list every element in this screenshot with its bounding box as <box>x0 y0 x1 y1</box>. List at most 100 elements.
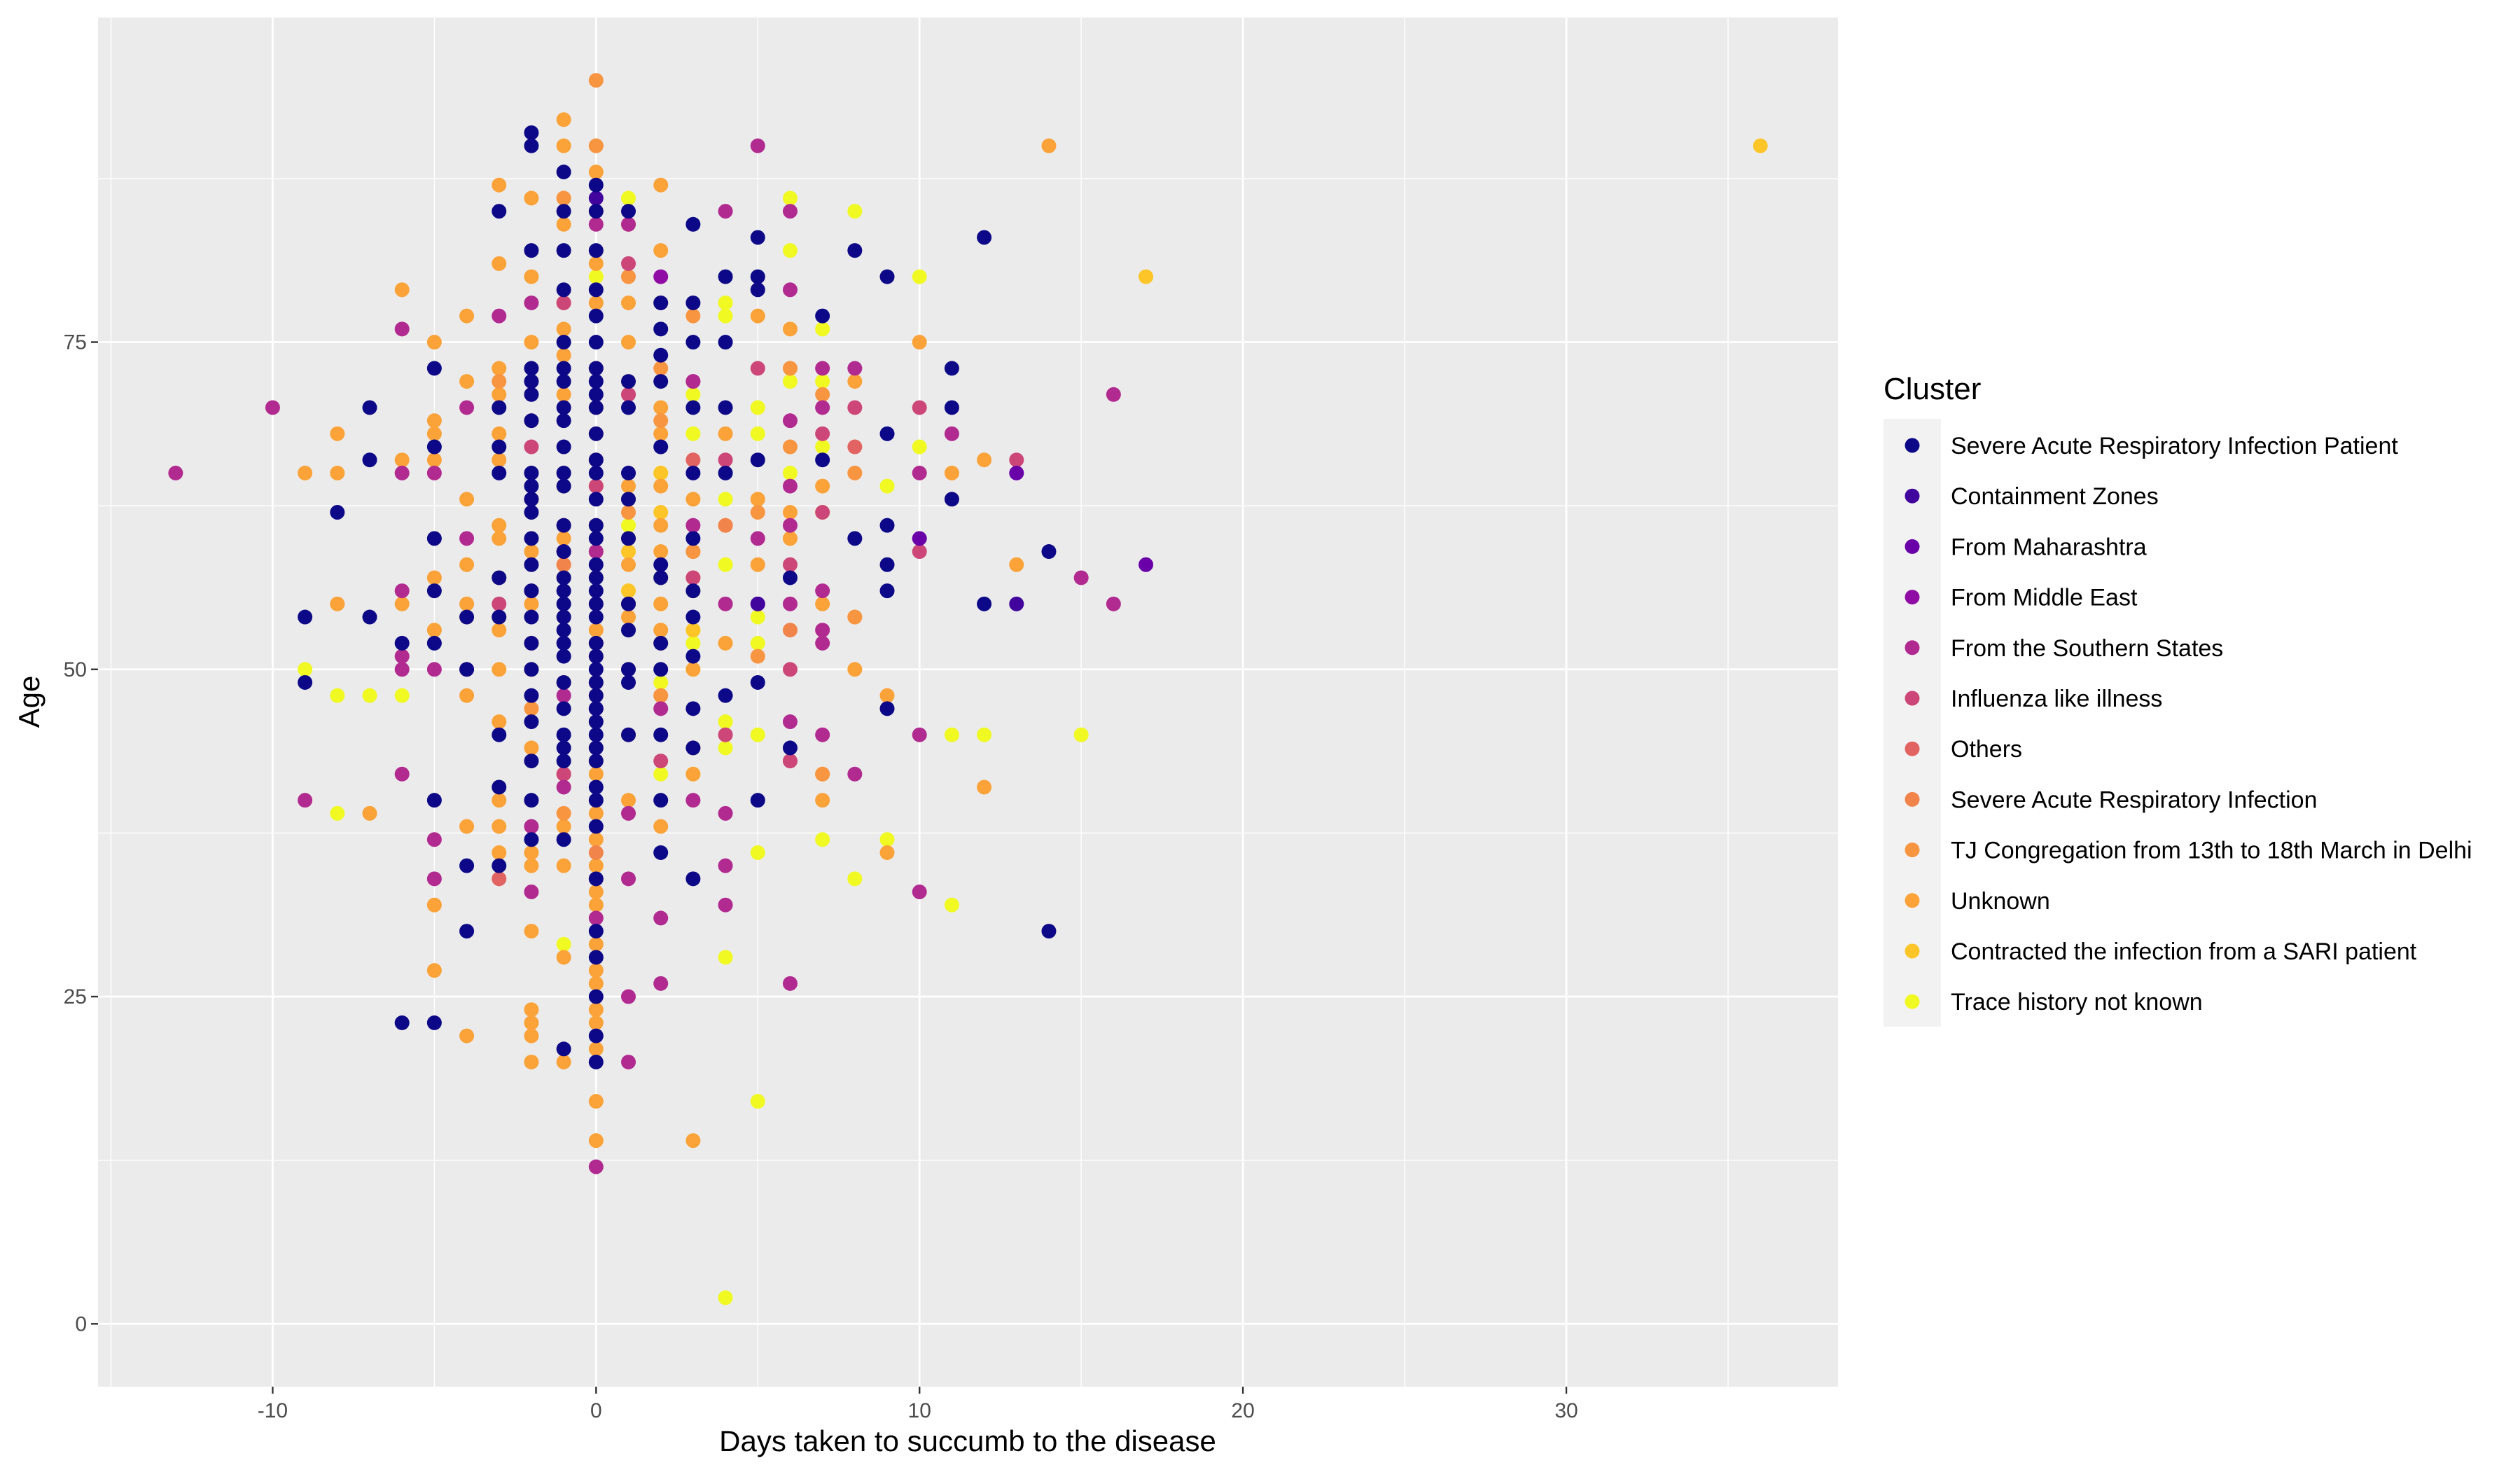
data-point <box>1009 557 1024 572</box>
data-point <box>685 465 701 480</box>
data-point <box>330 504 345 520</box>
data-point <box>685 701 701 716</box>
data-point <box>588 805 604 821</box>
series-5 <box>168 138 1121 1174</box>
data-point <box>1041 924 1057 939</box>
data-point <box>750 609 765 625</box>
data-point <box>685 662 701 677</box>
data-point <box>750 1094 765 1109</box>
data-point <box>815 374 830 389</box>
data-point <box>621 295 636 310</box>
data-point <box>492 727 507 742</box>
data-point <box>653 570 669 585</box>
data-point <box>750 361 765 376</box>
y-tick-label: 75 <box>64 331 87 354</box>
data-point <box>588 426 604 441</box>
data-point <box>847 531 863 546</box>
data-point <box>588 910 604 926</box>
data-point <box>685 570 701 585</box>
data-point <box>750 400 765 415</box>
data-point <box>750 269 765 284</box>
data-point <box>879 583 895 599</box>
data-point <box>394 321 410 337</box>
data-point <box>815 400 830 415</box>
data-point <box>653 596 669 611</box>
data-point <box>524 924 539 939</box>
data-point <box>847 439 863 455</box>
data-point <box>944 727 959 742</box>
data-point <box>847 465 863 480</box>
data-point <box>621 504 636 520</box>
data-point <box>588 138 604 153</box>
data-point <box>718 492 733 507</box>
data-point <box>588 701 604 716</box>
legend-label: From Middle East <box>1951 585 2138 611</box>
data-point <box>944 400 959 415</box>
legend-key <box>1905 893 1920 908</box>
data-point <box>944 426 959 441</box>
data-point <box>621 871 636 887</box>
data-point <box>556 609 571 625</box>
plot-panel <box>98 18 1838 1387</box>
data-point <box>426 832 442 847</box>
data-point <box>815 793 830 808</box>
data-point <box>685 766 701 782</box>
x-tick-label: 30 <box>1554 1399 1578 1422</box>
data-point <box>588 976 604 991</box>
data-point <box>653 439 669 455</box>
x-tick-label: 10 <box>908 1399 931 1422</box>
data-point <box>750 557 765 572</box>
data-point <box>426 871 442 887</box>
data-point <box>556 400 571 415</box>
data-point <box>653 400 669 415</box>
data-point <box>621 805 636 821</box>
data-point <box>588 714 604 730</box>
legend-label: Containment Zones <box>1951 483 2159 510</box>
data-point <box>782 740 798 756</box>
data-point <box>588 374 604 389</box>
data-point <box>524 465 539 480</box>
data-point <box>588 754 604 769</box>
data-point <box>621 190 636 206</box>
data-point <box>815 596 830 611</box>
data-point <box>815 439 830 455</box>
data-point <box>588 832 604 847</box>
minor-gridlines <box>98 18 1838 1387</box>
data-point <box>815 623 830 638</box>
data-point <box>492 845 507 860</box>
data-point <box>524 544 539 560</box>
data-point <box>750 649 765 664</box>
data-point <box>588 478 604 494</box>
data-point <box>492 623 507 638</box>
data-point <box>685 871 701 887</box>
data-point <box>588 269 604 284</box>
data-point <box>782 623 798 638</box>
data-point <box>588 557 604 572</box>
data-point <box>556 832 571 847</box>
data-point <box>1041 544 1057 560</box>
data-point <box>653 845 669 860</box>
data-point <box>588 243 604 258</box>
legend-label: TJ Congregation from 13th to 18th March … <box>1951 838 2472 864</box>
data-point <box>556 674 571 690</box>
data-point <box>653 544 669 560</box>
data-point <box>912 465 927 480</box>
data-point <box>588 963 604 978</box>
legend-label: From Maharashtra <box>1951 534 2147 560</box>
data-point <box>588 623 604 638</box>
data-point <box>685 492 701 507</box>
data-point <box>330 465 345 480</box>
legend-label: Severe Acute Respiratory Infection Patie… <box>1951 433 2398 459</box>
data-point <box>492 439 507 455</box>
data-point <box>492 518 507 533</box>
data-point <box>426 570 442 585</box>
data-point <box>621 478 636 494</box>
data-point <box>588 295 604 310</box>
data-point <box>750 282 765 298</box>
data-point <box>394 766 410 782</box>
data-point <box>847 204 863 219</box>
data-point <box>524 635 539 651</box>
data-point <box>588 1094 604 1109</box>
data-point <box>556 138 571 153</box>
